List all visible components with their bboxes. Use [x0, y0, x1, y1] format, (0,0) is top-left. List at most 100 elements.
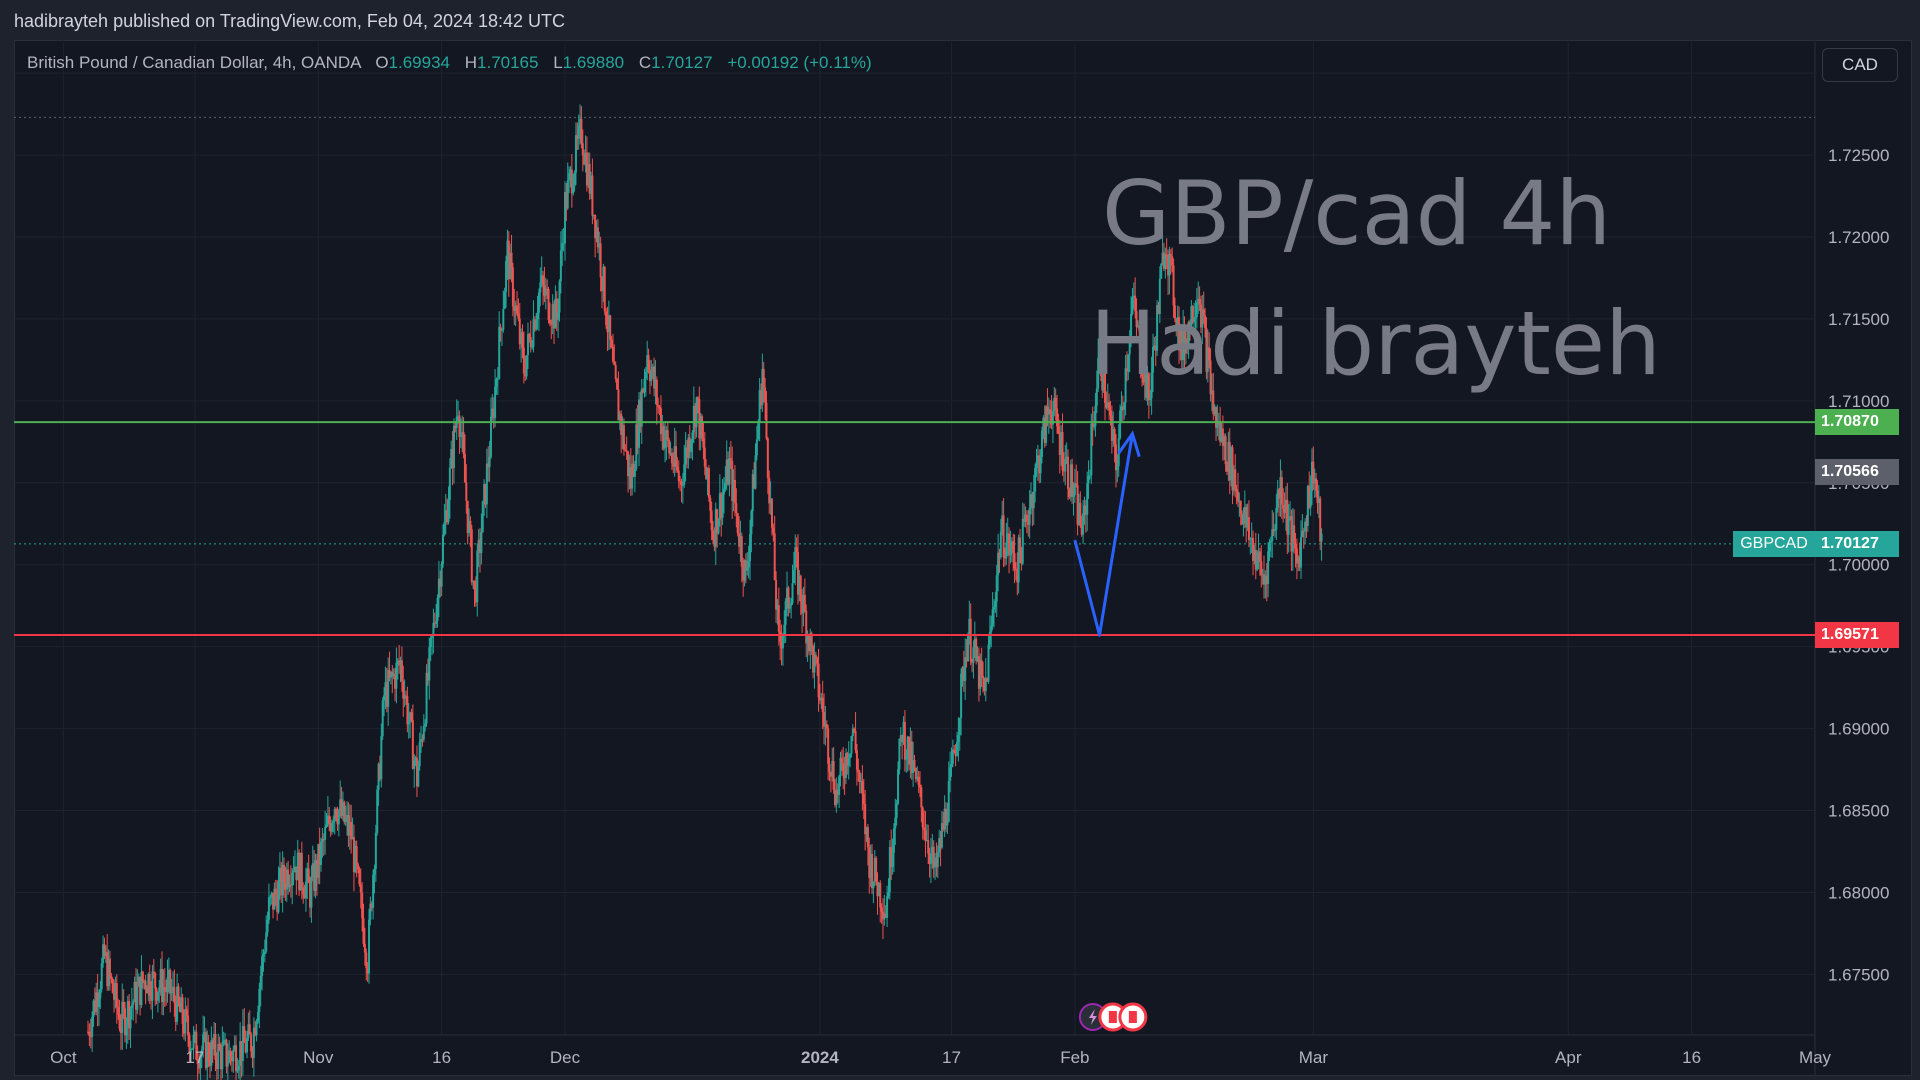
candle-body: [554, 298, 557, 329]
candle-body: [1241, 514, 1244, 525]
candle-body: [1043, 417, 1046, 443]
candle-body: [866, 827, 869, 848]
candle-body: [648, 369, 651, 382]
candle-body: [457, 415, 460, 417]
candle-body: [668, 440, 671, 454]
candle-body: [1116, 466, 1119, 471]
candle-body: [1313, 478, 1316, 484]
candle-body: [954, 752, 957, 756]
candle-body: [577, 125, 580, 139]
candle-body: [225, 1039, 228, 1067]
candle-body: [873, 857, 876, 882]
candle-body: [374, 832, 377, 870]
candle-body: [606, 325, 609, 333]
candle-body: [1280, 477, 1283, 505]
candle-body: [1091, 423, 1094, 427]
candle-body: [843, 775, 846, 778]
candle-body: [213, 1033, 216, 1050]
candle-body: [1021, 518, 1024, 564]
candle-body: [477, 539, 480, 551]
candle-body: [1068, 488, 1071, 498]
candle-body: [847, 757, 850, 766]
candle-body: [721, 494, 724, 518]
candle-body: [413, 759, 416, 769]
candle-body: [1036, 455, 1039, 462]
resistance-tag: 1.70870: [1815, 409, 1899, 436]
candle-body: [1028, 507, 1031, 525]
candle-body: [514, 305, 517, 311]
y-tick-label: 1.72500: [1828, 146, 1889, 165]
candle-body: [1143, 367, 1146, 383]
candle-body: [418, 742, 421, 766]
candle-body: [849, 753, 852, 758]
candle-body: [744, 560, 747, 571]
candle-body: [313, 863, 316, 891]
candle-body: [818, 697, 821, 701]
candle-body: [491, 408, 494, 417]
candle-body: [536, 312, 539, 320]
currency-button[interactable]: CAD: [1822, 48, 1898, 82]
candle-body: [1176, 316, 1179, 328]
x-tick-label: 16: [432, 1048, 451, 1067]
candle-body: [158, 987, 161, 993]
candle-body: [751, 474, 754, 511]
candle-body: [187, 1015, 190, 1036]
candle-body: [1098, 337, 1101, 358]
candle-body: [328, 815, 331, 824]
candle-body: [525, 355, 528, 377]
candle-body: [1245, 506, 1248, 528]
candle-body: [758, 390, 761, 424]
candle-body: [1312, 461, 1315, 484]
candle-body: [846, 752, 849, 766]
candle-body: [1156, 305, 1159, 351]
candle-body: [792, 570, 795, 584]
candle-body: [728, 458, 731, 485]
candle-body: [226, 1062, 229, 1067]
candle-body: [269, 896, 272, 898]
arrow-head: [1117, 430, 1141, 458]
candle-body: [895, 803, 898, 818]
candle-body: [1134, 295, 1137, 312]
candle-body: [629, 466, 632, 489]
candle-body: [125, 1025, 128, 1036]
candle-body: [879, 883, 882, 908]
candle-body: [640, 388, 643, 427]
candle-body: [463, 453, 466, 483]
projection-arrow[interactable]: [1073, 433, 1134, 637]
candle-body: [1142, 376, 1145, 383]
candle-body: [548, 319, 551, 324]
candle-body: [1193, 318, 1196, 323]
y-tick-label: 1.72000: [1828, 228, 1889, 247]
candle-body: [583, 155, 586, 165]
candle-body: [315, 860, 318, 878]
candle-body: [1231, 447, 1234, 491]
candle-body: [768, 477, 771, 504]
candle-body: [1132, 295, 1135, 298]
candle-body: [1024, 514, 1027, 522]
candle-body: [827, 728, 830, 764]
candle-body: [110, 975, 113, 980]
candle-body: [119, 1028, 122, 1033]
publisher-bar: hadibrayteh published on TradingView.com…: [0, 0, 1920, 40]
candle-body: [1271, 529, 1274, 541]
candle-body: [1301, 530, 1304, 538]
candle-body: [939, 838, 942, 848]
candle-body: [180, 997, 183, 1012]
candle-body: [1173, 305, 1176, 319]
candle-body: [836, 789, 839, 795]
candle-body: [132, 1001, 135, 1005]
candle-body: [824, 724, 827, 727]
candle-body: [584, 152, 587, 165]
candle-body: [1279, 477, 1282, 499]
candle-body: [692, 405, 695, 433]
candle-body: [1302, 530, 1305, 532]
candle-body: [821, 697, 824, 713]
candle-body: [265, 932, 268, 952]
candle-body: [1186, 338, 1189, 348]
chart-pane[interactable]: [14, 40, 1912, 1076]
candle-body: [624, 449, 627, 451]
candle-body: [1016, 570, 1019, 583]
high-value: 1.70165: [477, 53, 539, 72]
y-tick-label: 1.68500: [1828, 802, 1889, 821]
